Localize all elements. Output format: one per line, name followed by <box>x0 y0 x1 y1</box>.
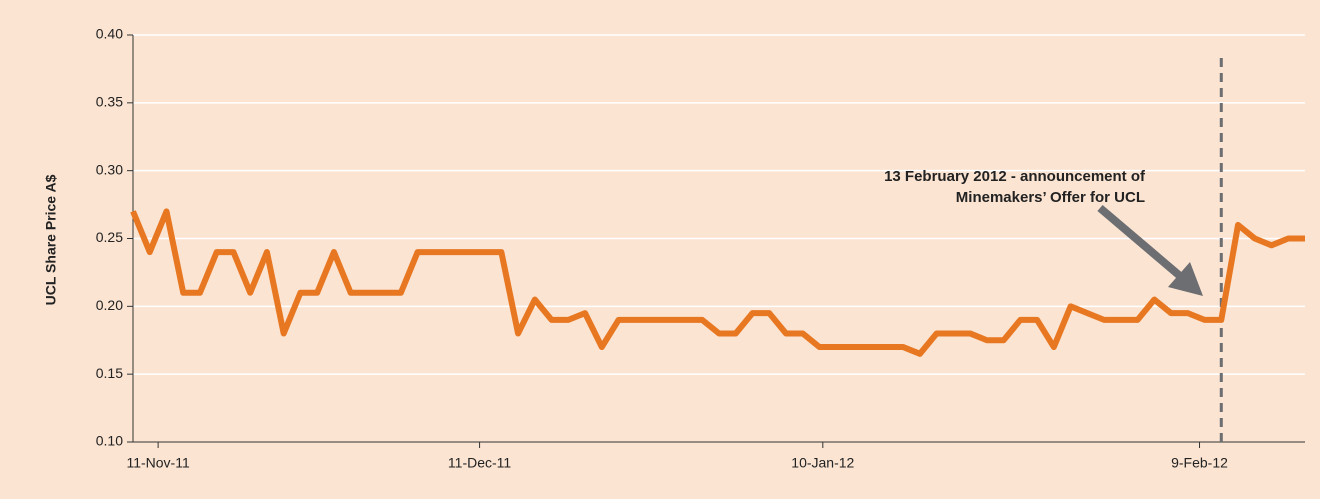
y-tick-label: 0.40 <box>96 26 123 42</box>
y-tick-label: 0.10 <box>96 433 123 449</box>
y-tick-label: 0.25 <box>96 229 123 245</box>
x-tick-label: 10-Jan-12 <box>791 455 854 471</box>
x-tick-label: 11-Nov-11 <box>126 455 190 471</box>
y-tick-label: 0.15 <box>96 365 123 381</box>
y-tick-label: 0.35 <box>96 94 123 110</box>
x-tick-label: 11-Dec-11 <box>448 455 512 471</box>
price-line <box>130 208 1305 357</box>
arrow-head <box>1168 262 1203 296</box>
y-tick-label: 0.20 <box>96 297 123 313</box>
x-tick-label: 9-Feb-12 <box>1171 455 1228 471</box>
arrow-shaft <box>1097 204 1183 280</box>
y-tick-label: 0.30 <box>96 161 123 177</box>
annotation-text: 13 February 2012 - announcement of <box>884 168 1146 185</box>
y-axis-label: UCL Share Price A$ <box>43 174 59 305</box>
annotation-text: Minemakers’ Offer for UCL <box>956 189 1145 206</box>
